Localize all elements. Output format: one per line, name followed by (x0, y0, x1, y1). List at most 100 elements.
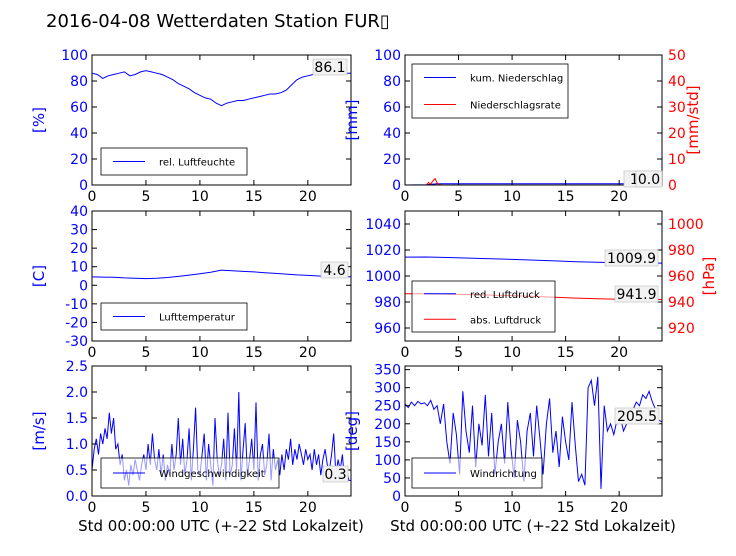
panel-4: 0 5 10 15 20 960 980 1000 1020 1040 920 940 960 980 10… (365, 210, 718, 361)
y-axis-label: [m/s] (30, 411, 48, 450)
x-tick-label: 15 (245, 345, 263, 361)
y-right-tick-label: 10 (668, 152, 686, 168)
y-right-axis-label: [mm/std] (684, 85, 702, 154)
y-tick-label: 2.0 (66, 385, 88, 401)
x-tick-label: 20 (299, 345, 317, 361)
x-axis-label: Std 00:00:00 UTC (+-22 Std Lokalzeit) (78, 517, 364, 535)
legend: red. Luftdruck abs. Luftdruck (411, 280, 556, 333)
x-tick-label: 0 (401, 189, 410, 205)
y-tick-label: 0 (79, 278, 88, 294)
latest-value: 1009.9 (607, 251, 656, 267)
panel-5: 0 5 10 15 20 0.0 0.5 1.0 1.5 2.0 2.5 [m/s] Windgesch… (30, 359, 352, 516)
x-tick-label: 5 (141, 189, 150, 205)
y-right-tick-label: 50 (668, 48, 686, 64)
y-tick-label: 0 (79, 178, 88, 194)
x-tick-label: 10 (503, 189, 521, 205)
y-tick-label: 10 (70, 260, 88, 276)
y-tick-label: 0.0 (66, 489, 88, 505)
series-line-1 (92, 269, 351, 280)
legend-box (411, 63, 569, 119)
series-line-1 (92, 70, 351, 107)
y-tick-label: 30 (70, 223, 88, 239)
legend-entry: kum. Niederschlag (470, 74, 563, 85)
latest-value-box (322, 465, 349, 483)
x-axis-label: Std 00:00:00 UTC (+-22 Std Lokalzeit) (390, 517, 676, 535)
y-tick-label: 0.5 (66, 463, 88, 479)
x-tick-label: 20 (610, 189, 628, 205)
y-tick-label: 250 (374, 399, 401, 415)
latest-value-box (320, 261, 349, 279)
latest-value: 4.6 (323, 263, 345, 279)
legend: Windrichtung (411, 457, 543, 489)
legend: Lufttemperatur (100, 302, 248, 331)
y-axis-label: [deg] (343, 411, 361, 451)
plot-frame (404, 365, 663, 497)
y-tick-label: 980 (374, 295, 401, 311)
legend-entry: Windgeschwindigkeit (159, 469, 265, 480)
panel-3: 0 5 10 15 20 -30 -20 -10 0 10 20 30 40 [C] Lufttempera… (30, 204, 352, 361)
y-tick-label: 20 (70, 152, 88, 168)
latest-value-box (614, 285, 659, 303)
latest-value: 205.5 (617, 409, 657, 425)
y-tick-label: 350 (374, 363, 401, 379)
latest-value: 0.0 (638, 172, 660, 188)
y-tick-label: 2.5 (66, 359, 88, 375)
y-right-tick-label: 1000 (668, 217, 704, 233)
y-tick-label: 40 (70, 126, 88, 142)
x-tick-label: 15 (245, 500, 263, 516)
y-tick-label: 100 (374, 453, 401, 469)
panel-6: 0 5 10 15 20050100150200250300350[deg]Windri… (343, 363, 663, 516)
panel-1: 0 5 10 15 20 0 20 40 60 80 100 [%] rel. Luftfeuchte 8… (30, 48, 352, 205)
latest-value-box (312, 58, 348, 76)
x-tick-label: 0 (88, 189, 97, 205)
y-tick-label: 20 (70, 241, 88, 257)
y-tick-label: 1020 (365, 243, 401, 259)
y-tick-label: -20 (65, 315, 88, 331)
x-tick-label: 20 (299, 500, 317, 516)
plot-frame (404, 54, 663, 186)
plot-frame (91, 210, 352, 342)
legend-entry: Lufttemperatur (159, 313, 236, 324)
x-tick-label: 15 (557, 345, 575, 361)
y-tick-label: 1040 (365, 217, 401, 233)
legend: rel. Luftfeuchte (100, 147, 248, 176)
x-tick-label: 0 (88, 345, 97, 361)
y-axis-label: [%] (30, 107, 48, 133)
x-tick-label: 15 (557, 189, 575, 205)
legend: kum. Niederschlag Niederschlagsrate (411, 63, 569, 119)
y-right-tick-label: 920 (668, 321, 695, 337)
y-tick-label: 300 (374, 381, 401, 397)
latest-value-box (614, 407, 660, 425)
x-tick-label: 20 (610, 500, 628, 516)
y-tick-label: 1.0 (66, 437, 88, 453)
y-right-tick-label: 980 (668, 243, 695, 259)
y-tick-label: 150 (374, 435, 401, 451)
x-tick-label: 5 (141, 345, 150, 361)
figure-title: 2016-04-08 Wetterdaten Station FUR▯ (46, 11, 390, 32)
x-tick-label: 5 (141, 500, 150, 516)
y-axis-label: [hPa] (700, 257, 718, 296)
x-tick-label: 10 (191, 500, 209, 516)
y-right-tick-label: 0 (668, 178, 677, 194)
legend-box (411, 280, 556, 333)
latest-value: 0.3 (324, 467, 346, 483)
x-tick-label: 15 (557, 500, 575, 516)
y-tick-label: 40 (383, 126, 401, 142)
x-tick-label: 0 (401, 345, 410, 361)
panel-2: 0 5 10 15 20 0 20 40 60 80 100 0 10 20 30 40 50 [mm] [mm/s… (343, 48, 702, 205)
x-tick-label: 20 (299, 189, 317, 205)
y-right-tick-label: 940 (668, 295, 695, 311)
y-axis-label: [C] (30, 265, 48, 287)
y-axis-label: [mm] (343, 100, 361, 141)
y-tick-label: 0 (392, 489, 401, 505)
y-tick-label: 60 (70, 100, 88, 116)
latest-value-box (604, 249, 659, 267)
y-tick-label: 80 (383, 74, 401, 90)
x-tick-label: 0 (401, 500, 410, 516)
y-tick-label: -10 (65, 297, 88, 313)
plot-frame (91, 54, 352, 186)
y-tick-label: 200 (374, 417, 401, 433)
x-tick-label: 15 (245, 189, 263, 205)
y-right-tick-label: 20 (668, 126, 686, 142)
legend-entry: abs. Luftdruck (470, 315, 541, 326)
